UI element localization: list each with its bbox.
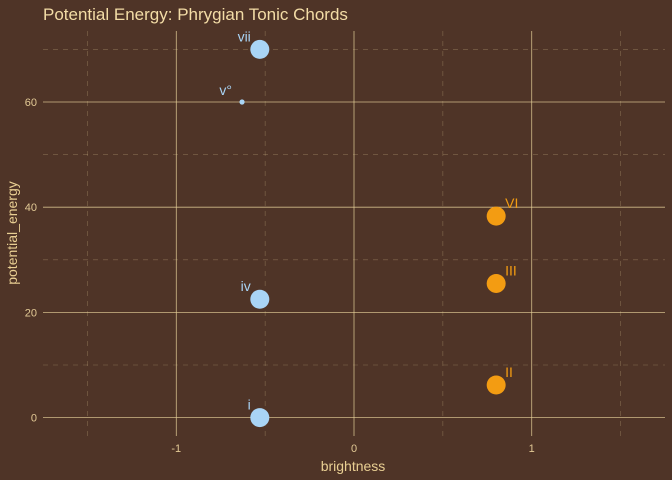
x-tick-label: 0	[351, 443, 357, 455]
data-point	[486, 375, 506, 395]
x-tick-label: 1	[529, 443, 535, 455]
y-tick-label: 20	[25, 307, 37, 319]
y-tick-label: 0	[31, 413, 37, 425]
y-tick-label: 40	[25, 202, 37, 214]
data-point	[250, 289, 270, 309]
data-point	[250, 39, 270, 59]
data-point	[250, 408, 270, 428]
point-label: III	[505, 262, 517, 278]
point-label: vii	[238, 28, 251, 44]
grid	[43, 31, 665, 436]
chart-title: Potential Energy: Phrygian Tonic Chords	[43, 5, 348, 24]
point-label: II	[505, 364, 513, 380]
y-axis-title: potential_energy	[4, 181, 20, 285]
data-point	[239, 99, 245, 105]
x-axis-title: brightness	[321, 458, 386, 474]
point-label: v°	[219, 82, 232, 98]
x-tick-label: -1	[171, 443, 181, 455]
data-point	[486, 273, 506, 293]
point-label: iv	[241, 278, 251, 294]
point-label: VI	[505, 195, 518, 211]
point-label: i	[248, 397, 251, 413]
y-tick-label: 60	[25, 97, 37, 109]
data-point	[486, 206, 506, 226]
